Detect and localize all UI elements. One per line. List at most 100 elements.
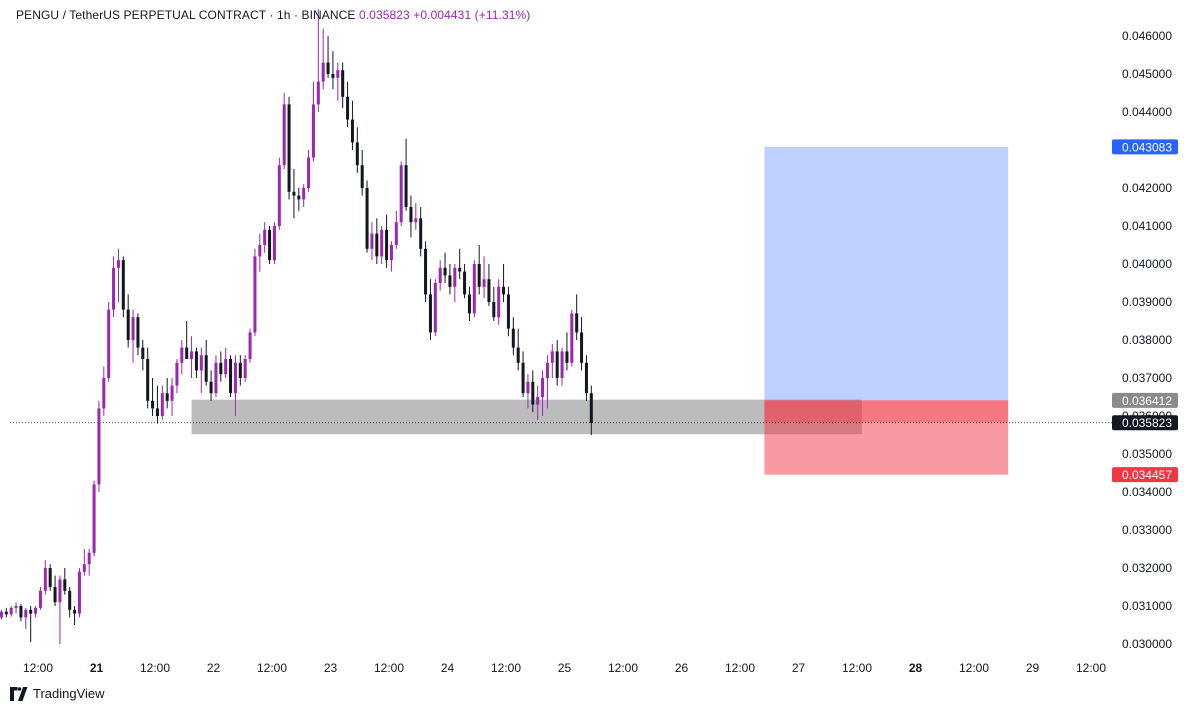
profit-target-zone[interactable] [764,146,1009,401]
candle [29,606,33,643]
time-tick-label: 28 [909,661,923,675]
candle-body [458,267,462,272]
candle-body [204,355,208,382]
candle [346,81,350,128]
candle-body [428,294,432,333]
candle-body [180,347,184,363]
candle-body [136,317,140,348]
last-price-label-bg [1112,415,1178,431]
brand-name: TradingView [33,686,105,701]
candle-body [580,332,584,363]
candle-body [477,264,481,287]
time-tick-label: 12:00 [842,661,872,675]
candle [185,321,189,359]
candle [155,385,159,424]
time-tick-label: 26 [675,661,689,675]
candle-body [282,104,286,166]
candle-body [394,222,398,245]
candle-body [443,267,447,276]
candle-body [511,328,515,348]
candle-body [155,408,159,416]
candle [424,241,428,302]
time-tick-label: 12:00 [1076,661,1106,675]
candle-body [341,70,345,97]
candle-body [214,362,218,394]
time-tick-label: 12:00 [374,661,404,675]
candle-body [404,165,408,207]
candle [204,340,208,386]
candle-body [165,393,169,401]
price-tick-label: 0.040000 [1122,257,1172,271]
candle-body [185,347,189,359]
candle-body [536,397,540,405]
candle [570,309,574,367]
candle [433,279,437,337]
branding: TradingView [10,686,105,701]
candle [477,245,481,295]
candle-body [385,229,389,261]
target-price-label-bg [1112,139,1178,155]
candle [92,480,96,557]
candle [268,226,272,264]
candle-body [34,607,38,614]
candle-body [575,313,579,333]
stop-loss-active-band [764,400,1009,423]
candle [404,138,408,211]
candle-body [399,165,403,223]
candle [336,62,340,101]
candle [43,560,47,595]
candle [34,606,38,618]
candle [414,203,418,230]
candle-body [424,248,428,295]
candle-body [19,606,23,618]
price-tick-label: 0.042000 [1122,181,1172,195]
price-tick-label: 0.035000 [1122,447,1172,461]
candle-body [331,74,335,78]
candle-body [92,484,96,553]
candle-body [219,362,223,375]
entry-price-label-text: 0.036412 [1122,394,1172,408]
candle-body [292,191,296,196]
candle [511,317,515,356]
candle-body [121,260,125,310]
candle [136,313,140,356]
candle-body [229,359,233,394]
candle-body [131,317,135,340]
candle [243,355,247,382]
candle [472,260,476,318]
candle-body [43,568,47,591]
candle-body [433,283,437,333]
candle [116,248,120,302]
stop-loss-zone[interactable] [764,400,1009,475]
candle-body [224,359,228,375]
candle-body [550,351,554,363]
candle-body [414,218,418,223]
time-tick-label: 24 [441,661,455,675]
candle [580,317,584,371]
candle-body [346,96,350,120]
time-tick-label: 21 [90,661,104,675]
candle-body [97,408,101,485]
candle-body [516,347,520,363]
candle-body [453,267,457,287]
candle [112,256,116,318]
price-tick-label: 0.033000 [1122,523,1172,537]
candle [326,36,330,78]
candle-body [0,611,3,618]
candle [219,351,223,382]
support-zone[interactable] [191,399,862,435]
candle [584,355,588,401]
candle [575,294,579,340]
zones-layer [191,146,1009,475]
price-axis: 0.0460000.0450000.0440000.0430000.042000… [1112,29,1178,651]
candle-body [190,351,194,359]
candle [482,256,486,299]
candle [487,264,491,306]
candle [419,207,423,257]
candle [453,264,457,302]
candle-body [541,378,545,397]
candle [170,378,174,416]
candle-body [194,351,198,371]
